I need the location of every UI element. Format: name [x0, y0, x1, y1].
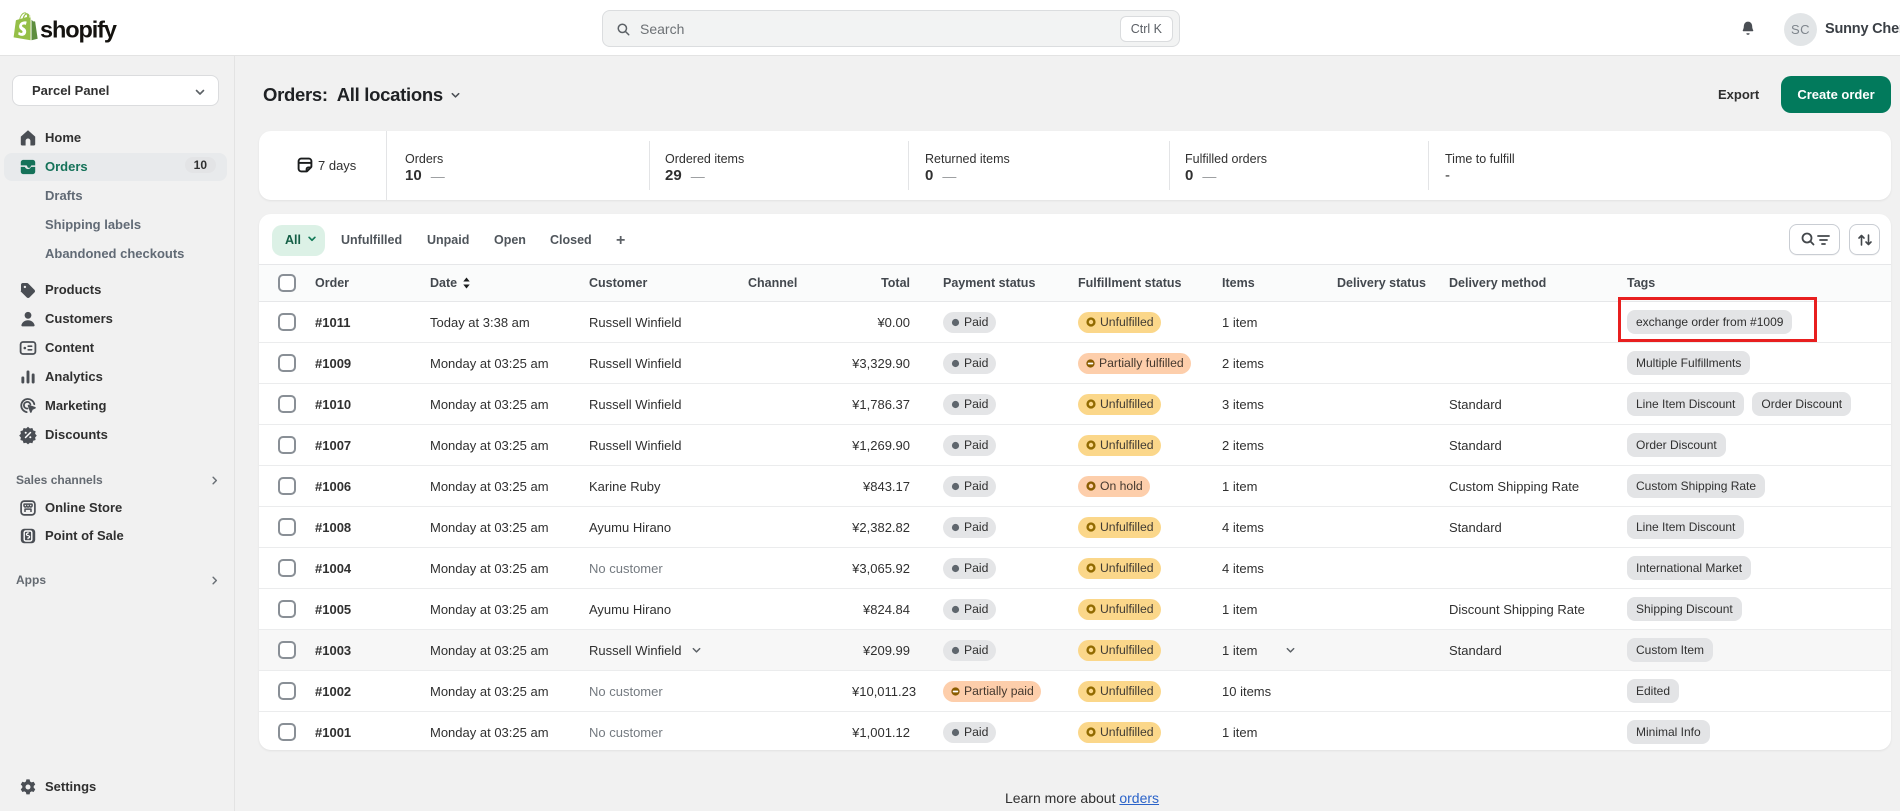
svg-text:shopify: shopify	[40, 17, 117, 43]
